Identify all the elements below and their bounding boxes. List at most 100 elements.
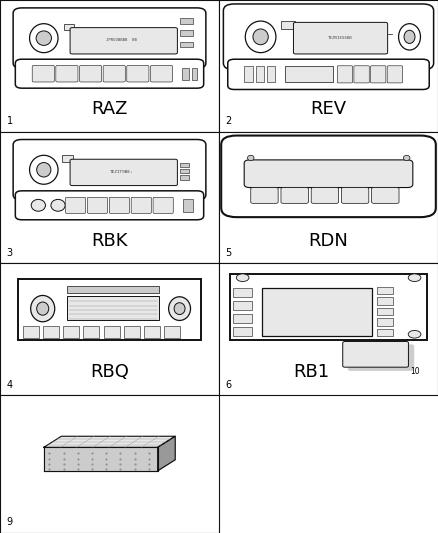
Bar <box>67 286 159 293</box>
Bar <box>233 301 252 310</box>
Ellipse shape <box>253 29 268 45</box>
Ellipse shape <box>403 155 410 160</box>
Ellipse shape <box>236 274 249 281</box>
Bar <box>67 296 159 320</box>
FancyBboxPatch shape <box>348 345 414 370</box>
Bar <box>64 23 74 30</box>
FancyBboxPatch shape <box>228 59 429 90</box>
Text: 3: 3 <box>7 248 13 258</box>
Text: 5: 5 <box>226 248 232 258</box>
Bar <box>192 68 197 79</box>
FancyBboxPatch shape <box>127 66 149 82</box>
Bar <box>23 326 39 337</box>
Bar <box>103 326 120 337</box>
Text: 1: 1 <box>7 116 13 126</box>
FancyBboxPatch shape <box>110 197 130 213</box>
FancyBboxPatch shape <box>87 197 107 213</box>
Bar <box>244 67 252 82</box>
FancyBboxPatch shape <box>371 188 399 203</box>
Bar <box>124 326 140 337</box>
FancyBboxPatch shape <box>56 66 78 82</box>
Text: TEZIT9BE:: TEZIT9BE: <box>110 170 133 174</box>
Bar <box>43 326 59 337</box>
Bar <box>182 68 189 79</box>
Bar <box>180 169 189 173</box>
Text: RB1: RB1 <box>293 364 329 382</box>
Bar <box>230 274 427 340</box>
Bar <box>267 67 275 82</box>
Ellipse shape <box>408 330 421 338</box>
Ellipse shape <box>36 31 52 45</box>
Ellipse shape <box>247 155 254 160</box>
Ellipse shape <box>404 30 415 43</box>
FancyBboxPatch shape <box>15 59 204 88</box>
Bar <box>377 329 393 336</box>
FancyBboxPatch shape <box>32 66 54 82</box>
Bar <box>377 308 393 315</box>
Bar <box>180 30 193 36</box>
FancyBboxPatch shape <box>371 66 386 83</box>
Text: 10: 10 <box>410 367 420 376</box>
Bar <box>62 155 73 162</box>
FancyBboxPatch shape <box>221 135 436 217</box>
FancyBboxPatch shape <box>354 66 369 83</box>
Bar <box>377 287 393 294</box>
Bar <box>285 67 333 82</box>
Text: 2: 2 <box>226 116 232 126</box>
Ellipse shape <box>174 303 185 314</box>
FancyBboxPatch shape <box>13 140 206 200</box>
Text: 4: 4 <box>7 379 13 390</box>
FancyBboxPatch shape <box>13 8 206 68</box>
Bar <box>18 279 201 340</box>
Bar <box>180 175 189 180</box>
Text: RBK: RBK <box>91 232 128 250</box>
Ellipse shape <box>37 302 49 315</box>
FancyBboxPatch shape <box>251 188 278 203</box>
Bar <box>183 199 193 212</box>
Polygon shape <box>158 437 175 471</box>
FancyBboxPatch shape <box>65 197 86 213</box>
Bar <box>180 19 193 23</box>
FancyBboxPatch shape <box>103 66 125 82</box>
FancyBboxPatch shape <box>70 159 177 185</box>
FancyBboxPatch shape <box>293 22 388 54</box>
Bar <box>63 326 79 337</box>
FancyBboxPatch shape <box>151 66 173 82</box>
Polygon shape <box>44 437 175 447</box>
Bar <box>261 288 372 336</box>
Ellipse shape <box>30 23 58 53</box>
Ellipse shape <box>399 23 420 50</box>
Ellipse shape <box>169 297 191 320</box>
Polygon shape <box>44 447 158 471</box>
FancyBboxPatch shape <box>244 160 413 188</box>
FancyBboxPatch shape <box>387 66 403 83</box>
Text: 9: 9 <box>7 518 13 528</box>
Text: REV: REV <box>311 100 346 118</box>
Bar <box>144 326 160 337</box>
Bar <box>233 314 252 323</box>
Ellipse shape <box>30 155 58 184</box>
Text: RDN: RDN <box>308 232 349 250</box>
Bar <box>233 327 252 336</box>
Ellipse shape <box>245 21 276 53</box>
Bar <box>180 42 193 47</box>
FancyBboxPatch shape <box>343 342 408 367</box>
Bar <box>180 163 189 167</box>
Text: JPRUOBBBB  BB: JPRUOBBBB BB <box>106 38 137 43</box>
Text: TEZRIES6BD: TEZRIES6BD <box>328 36 353 39</box>
FancyBboxPatch shape <box>337 66 353 83</box>
Ellipse shape <box>51 199 65 211</box>
Bar <box>377 318 393 326</box>
FancyBboxPatch shape <box>281 188 308 203</box>
FancyBboxPatch shape <box>70 28 177 54</box>
Ellipse shape <box>37 163 51 177</box>
Bar <box>256 67 264 82</box>
FancyBboxPatch shape <box>153 197 173 213</box>
FancyBboxPatch shape <box>15 191 204 220</box>
Ellipse shape <box>31 295 55 322</box>
Bar <box>377 297 393 305</box>
FancyBboxPatch shape <box>80 66 102 82</box>
Ellipse shape <box>31 199 46 211</box>
Text: 6: 6 <box>226 379 232 390</box>
FancyBboxPatch shape <box>311 188 339 203</box>
